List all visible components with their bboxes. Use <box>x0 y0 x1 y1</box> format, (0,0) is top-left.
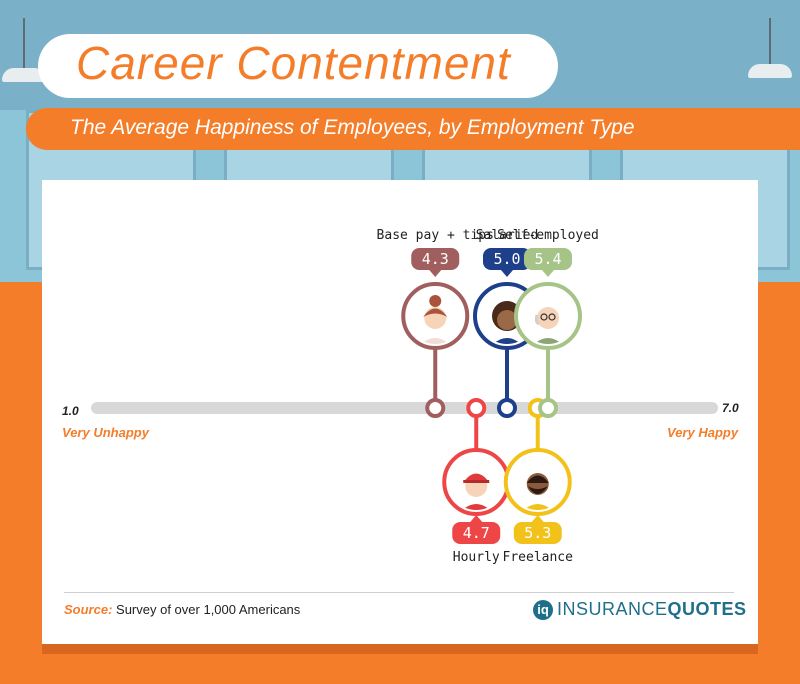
category-label: Freelance <box>503 550 574 565</box>
value-pill <box>452 522 501 544</box>
lamp-cord <box>769 18 771 66</box>
shirt <box>458 504 495 510</box>
hair <box>423 308 448 317</box>
value-pill <box>513 522 562 544</box>
cap-brim <box>463 480 490 483</box>
woman-bun-avatar <box>417 295 454 344</box>
scale-min-description: Very Unhappy <box>62 425 149 440</box>
lamp-cord <box>23 18 25 70</box>
value-pill-pointer <box>429 270 442 277</box>
value-label: 4.3 <box>422 250 449 268</box>
glasses-right <box>548 313 556 321</box>
scale-max-label: 7.0 <box>722 401 739 415</box>
category-label: Hourly <box>453 550 500 565</box>
cap <box>464 473 489 481</box>
curly-hair-avatar <box>489 301 525 344</box>
card-shadow <box>42 644 758 654</box>
data-point <box>538 398 558 418</box>
value-pill-pointer <box>531 515 544 522</box>
bald-glasses-avatar <box>530 307 566 344</box>
scale-min-label: 1.0 <box>62 404 79 418</box>
source-text: Survey of over 1,000 Americans <box>116 602 301 617</box>
page-subtitle: The Average Happiness of Employees, by E… <box>70 116 635 139</box>
side-hair <box>534 314 540 326</box>
data-point <box>466 398 487 418</box>
hair <box>526 475 549 483</box>
source-label: Source: <box>64 602 113 617</box>
scale-max-description: Very Happy <box>667 425 739 440</box>
value-pill-pointer <box>501 270 513 277</box>
apron <box>530 338 566 344</box>
face <box>497 310 517 330</box>
logo-text-b: QUOTES <box>667 599 747 619</box>
ceiling-lamp-icon <box>748 64 792 78</box>
ceiling-lamp-icon <box>2 68 46 82</box>
title-pill <box>38 34 558 98</box>
value-pill <box>411 248 460 270</box>
value-label: 5.0 <box>493 250 520 268</box>
footer-divider <box>64 592 734 593</box>
marker-self-employed: 5.4 Self-employed <box>497 228 599 418</box>
face <box>537 307 559 329</box>
source-note: Source: Survey of over 1,000 Americans <box>64 602 300 617</box>
marker-base-pay-tips: 4.3 Base pay + tips <box>377 228 494 418</box>
category-label: Self-employed <box>497 228 599 243</box>
insurancequotes-logo: iq INSURANCE QUOTES <box>533 599 747 620</box>
value-pill-pointer <box>470 515 483 522</box>
jacket <box>489 338 525 344</box>
page-title: Career Contentment <box>76 37 511 89</box>
cap-worker-avatar <box>458 473 495 510</box>
marker-freelance: 5.3 Freelance <box>503 398 574 565</box>
value-pill <box>483 248 531 270</box>
beard <box>527 486 548 494</box>
category-label: Base pay + tips <box>377 228 494 243</box>
value-label: 5.4 <box>534 250 561 268</box>
value-pill-pointer <box>542 270 554 277</box>
marker-hourly: 4.7 Hourly <box>442 398 511 565</box>
data-point <box>425 398 446 418</box>
bearded-avatar <box>519 473 556 510</box>
logo-text-a: INSURANCE <box>557 599 668 619</box>
subtitle-bar <box>26 108 800 150</box>
value-pill <box>524 248 572 270</box>
hair-bun <box>429 295 442 307</box>
data-point <box>497 398 517 418</box>
logo-mark-icon: iq <box>533 599 553 620</box>
shirt <box>417 338 454 344</box>
value-label: 4.7 <box>463 524 490 542</box>
category-label: Salaried <box>476 228 539 243</box>
glasses-left <box>540 313 548 321</box>
value-label: 5.3 <box>524 524 551 542</box>
shirt <box>519 504 556 510</box>
